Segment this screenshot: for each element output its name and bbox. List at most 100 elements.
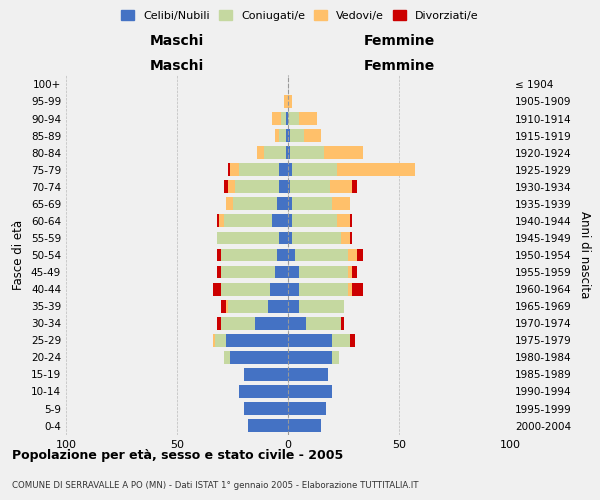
Bar — [295, 248, 348, 262]
Bar — [288, 129, 290, 142]
Bar — [288, 368, 328, 381]
Bar — [228, 180, 235, 193]
Bar — [217, 266, 221, 278]
Bar — [239, 385, 288, 398]
Bar — [299, 266, 348, 278]
Bar — [284, 95, 288, 108]
Bar — [288, 402, 326, 415]
Text: Maschi: Maschi — [150, 58, 204, 72]
Bar — [288, 334, 332, 346]
Bar — [350, 334, 355, 346]
Bar — [235, 180, 279, 193]
Bar — [290, 180, 330, 193]
Bar — [230, 164, 239, 176]
Bar — [292, 164, 337, 176]
Bar — [292, 232, 341, 244]
Bar — [215, 334, 226, 346]
Bar — [357, 248, 364, 262]
Bar — [221, 248, 277, 262]
Bar — [292, 198, 332, 210]
Bar — [244, 402, 288, 415]
Bar — [279, 232, 288, 244]
Bar — [288, 164, 292, 176]
Bar — [348, 266, 352, 278]
Text: Maschi: Maschi — [150, 34, 204, 48]
Text: Femmine: Femmine — [364, 34, 434, 48]
Bar — [288, 214, 292, 228]
Bar — [217, 317, 221, 330]
Bar — [288, 351, 332, 364]
Bar — [212, 334, 215, 346]
Bar — [286, 146, 288, 159]
Bar — [304, 129, 322, 142]
Bar — [332, 351, 339, 364]
Bar — [279, 129, 286, 142]
Bar — [341, 317, 343, 330]
Bar — [288, 95, 292, 108]
Bar — [221, 282, 270, 296]
Text: Femmine: Femmine — [364, 58, 434, 72]
Bar — [290, 129, 304, 142]
Bar — [277, 198, 288, 210]
Bar — [224, 351, 230, 364]
Bar — [281, 112, 286, 125]
Bar — [277, 248, 288, 262]
Bar — [352, 282, 364, 296]
Bar — [337, 164, 415, 176]
Bar — [292, 214, 337, 228]
Bar — [217, 214, 219, 228]
Bar — [228, 300, 268, 312]
Bar — [352, 266, 357, 278]
Bar — [332, 334, 350, 346]
Bar — [279, 164, 288, 176]
Bar — [226, 334, 288, 346]
Bar — [299, 282, 348, 296]
Bar — [275, 129, 279, 142]
Bar — [290, 146, 323, 159]
Bar — [288, 282, 299, 296]
Bar — [288, 232, 292, 244]
Bar — [221, 317, 254, 330]
Bar — [288, 300, 299, 312]
Bar — [337, 214, 350, 228]
Bar — [228, 164, 230, 176]
Bar — [288, 198, 292, 210]
Text: Popolazione per età, sesso e stato civile - 2005: Popolazione per età, sesso e stato civil… — [12, 450, 343, 462]
Bar — [232, 198, 277, 210]
Legend: Celibi/Nubili, Coniugati/e, Vedovi/e, Divorziati/e: Celibi/Nubili, Coniugati/e, Vedovi/e, Di… — [117, 6, 483, 25]
Bar — [352, 180, 357, 193]
Bar — [221, 300, 226, 312]
Bar — [299, 300, 343, 312]
Bar — [348, 248, 357, 262]
Bar — [279, 180, 288, 193]
Bar — [288, 266, 299, 278]
Bar — [286, 129, 288, 142]
Bar — [323, 146, 364, 159]
Bar — [270, 282, 288, 296]
Bar — [299, 112, 317, 125]
Text: COMUNE DI SERRAVALLE A PO (MN) - Dati ISTAT 1° gennaio 2005 - Elaborazione TUTTI: COMUNE DI SERRAVALLE A PO (MN) - Dati IS… — [12, 481, 419, 490]
Bar — [268, 300, 288, 312]
Bar — [224, 180, 228, 193]
Bar — [288, 385, 332, 398]
Bar — [226, 198, 233, 210]
Bar — [288, 146, 290, 159]
Bar — [254, 317, 288, 330]
Bar — [248, 419, 288, 432]
Bar — [348, 282, 352, 296]
Bar — [286, 112, 288, 125]
Y-axis label: Fasce di età: Fasce di età — [13, 220, 25, 290]
Bar — [219, 214, 224, 228]
Bar — [341, 232, 350, 244]
Y-axis label: Anni di nascita: Anni di nascita — [578, 212, 591, 298]
Bar — [239, 164, 279, 176]
Bar — [288, 112, 299, 125]
Bar — [244, 368, 288, 381]
Bar — [230, 351, 288, 364]
Bar — [332, 198, 350, 210]
Bar — [288, 248, 295, 262]
Bar — [272, 214, 288, 228]
Bar — [257, 146, 263, 159]
Bar — [288, 180, 290, 193]
Bar — [217, 232, 279, 244]
